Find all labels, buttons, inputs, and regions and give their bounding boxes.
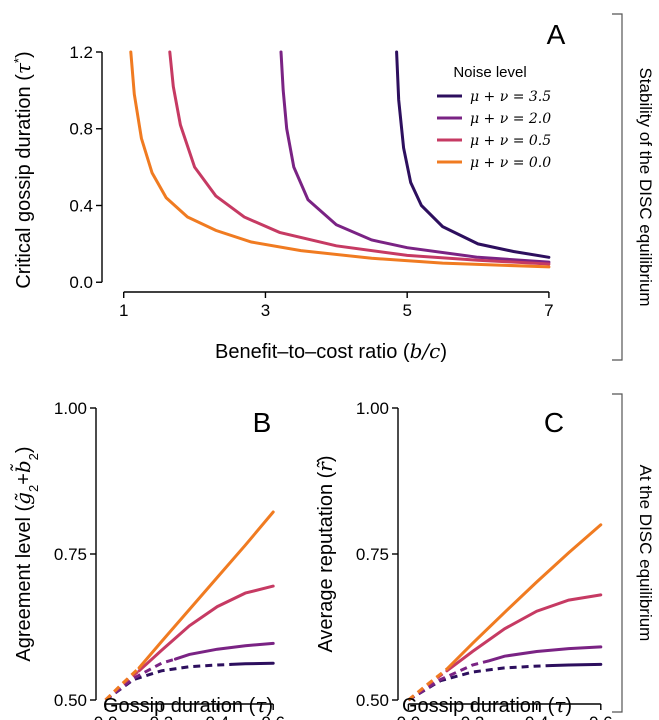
y-tick-label: 0.75 bbox=[54, 545, 87, 564]
x-tick-label: 0.6 bbox=[261, 713, 285, 720]
y-tick-label: 0.8 bbox=[69, 120, 93, 139]
axis-title-part: ) bbox=[266, 695, 273, 717]
x-tick-label: 7 bbox=[544, 301, 553, 320]
y-axis-title: Average reputation (r̃) bbox=[313, 455, 337, 652]
legend-title: Noise level bbox=[453, 64, 526, 81]
axis-title-part: Gossip duration ( bbox=[402, 695, 555, 717]
x-axis-title: Gossip duration (τ) bbox=[402, 693, 572, 717]
x-tick-label: 0.0 bbox=[94, 713, 118, 720]
panel-c: 0.0 0.2 0.4 0.6 0.50 0.75 1.00 C Gossip duration… bbox=[313, 399, 613, 720]
panel-letter: C bbox=[544, 407, 564, 438]
legend-label: μ + ν = 0.5 bbox=[470, 133, 551, 149]
axis-title-part: τ bbox=[554, 693, 566, 717]
series-dashed-line-3 bbox=[104, 666, 141, 702]
axis-title-part: + bbox=[13, 473, 35, 485]
series-solid-line-2 bbox=[445, 593, 603, 673]
axis-title-part: τ bbox=[255, 693, 267, 717]
legend-label: μ + ν = 2.0 bbox=[470, 111, 551, 127]
legend-label: μ + ν = 0.0 bbox=[470, 155, 551, 171]
x-axis-title: Gossip duration (τ) bbox=[103, 693, 273, 717]
axis-title-part: τ bbox=[11, 62, 35, 74]
series-line-0 bbox=[395, 50, 551, 259]
side-brackets: Stability of the DISC equilibrium At the … bbox=[612, 13, 655, 713]
y-axis-title: Agreement level (g̃2+b̃2) bbox=[9, 446, 41, 661]
series-line-3 bbox=[129, 50, 551, 269]
panel-b: 0.0 0.2 0.4 0.6 0.50 0.75 1.00 B Gossip duration… bbox=[9, 399, 285, 720]
side-label-bottom: At the DISC equilibrium bbox=[636, 465, 655, 642]
y-tick-label: 0.50 bbox=[356, 691, 389, 710]
axis-title-part: b̃ bbox=[9, 460, 35, 473]
panel-a: 1 3 5 7 0.0 0.4 0.8 1.2 A Benefit–to–cost ratio (… bbox=[11, 19, 566, 363]
y-tick-label: 0.0 bbox=[69, 273, 93, 292]
series-dashed-line-3 bbox=[407, 667, 448, 702]
x-tick-label: 3 bbox=[261, 301, 270, 320]
axis-title-part: ) bbox=[315, 455, 337, 462]
x-tick-label: 0.4 bbox=[525, 713, 549, 720]
axis-title-part: * bbox=[11, 58, 26, 63]
series-line-2 bbox=[168, 50, 551, 266]
x-axis-title: Benefit–to–cost ratio (b/c) bbox=[215, 339, 447, 363]
bracket-bottom bbox=[612, 393, 623, 713]
axis-title-part: Gossip duration ( bbox=[103, 695, 256, 717]
x-tick-label: 5 bbox=[402, 301, 411, 320]
axis-title-part: 2 bbox=[26, 453, 41, 460]
series-line-1 bbox=[279, 50, 551, 264]
axis-title-part: ) bbox=[13, 51, 35, 58]
side-label-top: Stability of the DISC equilibrium bbox=[636, 67, 655, 306]
y-tick-label: 1.00 bbox=[356, 399, 389, 418]
x-tick-label: 0.6 bbox=[589, 713, 613, 720]
y-tick-label: 0.50 bbox=[54, 691, 87, 710]
panel-letter: B bbox=[253, 407, 272, 438]
panel-letter: A bbox=[547, 19, 566, 50]
legend-label: μ + ν = 3.5 bbox=[470, 89, 551, 105]
y-tick-label: 1.2 bbox=[69, 43, 93, 62]
x-tick-label: 0.2 bbox=[461, 713, 485, 720]
axis-title-part: ) bbox=[440, 341, 447, 363]
axis-title-part: g̃ bbox=[11, 492, 35, 505]
series-solid-line-0 bbox=[229, 661, 275, 666]
series-dashed-line-1 bbox=[104, 657, 176, 702]
series-solid-line-2 bbox=[137, 584, 275, 673]
series-dashed-line-0 bbox=[407, 664, 553, 702]
series-dashed-line-2 bbox=[104, 669, 141, 702]
y-tick-label: 0.75 bbox=[356, 545, 389, 564]
x-tick-label: 0.4 bbox=[206, 713, 230, 720]
x-tick-label: 0.0 bbox=[397, 713, 421, 720]
axis-title-part: ) bbox=[13, 446, 35, 453]
legend: Noise level μ + ν = 3.5 μ + ν = 2.0 μ + ν =… bbox=[437, 64, 551, 171]
y-axis-title: Critical gossip duration (τ*) bbox=[11, 51, 36, 288]
axis-title-part: Average reputation ( bbox=[315, 471, 337, 652]
axis-title-part: Benefit–to–cost ratio ( bbox=[215, 341, 410, 363]
axis-title-part: b/c bbox=[410, 339, 441, 363]
series-solid-line-3 bbox=[445, 523, 603, 671]
y-tick-label: 1.00 bbox=[54, 399, 87, 418]
series-solid-line-0 bbox=[551, 662, 603, 667]
x-tick-label: 0.2 bbox=[150, 713, 174, 720]
axis-title-part: r̃ bbox=[313, 460, 337, 472]
series-solid-line-1 bbox=[173, 641, 275, 661]
bracket-top bbox=[612, 13, 623, 361]
axis-title-part: ) bbox=[565, 695, 572, 717]
series-solid-line-1 bbox=[487, 645, 603, 663]
x-tick-label: 1 bbox=[119, 301, 128, 320]
axis-title-part: Agreement level ( bbox=[13, 505, 35, 662]
axis-title-part: 2 bbox=[26, 485, 41, 492]
axis-title-part: Critical gossip duration ( bbox=[13, 74, 35, 289]
y-tick-label: 0.4 bbox=[69, 196, 93, 215]
series-solid-line-3 bbox=[137, 510, 275, 670]
